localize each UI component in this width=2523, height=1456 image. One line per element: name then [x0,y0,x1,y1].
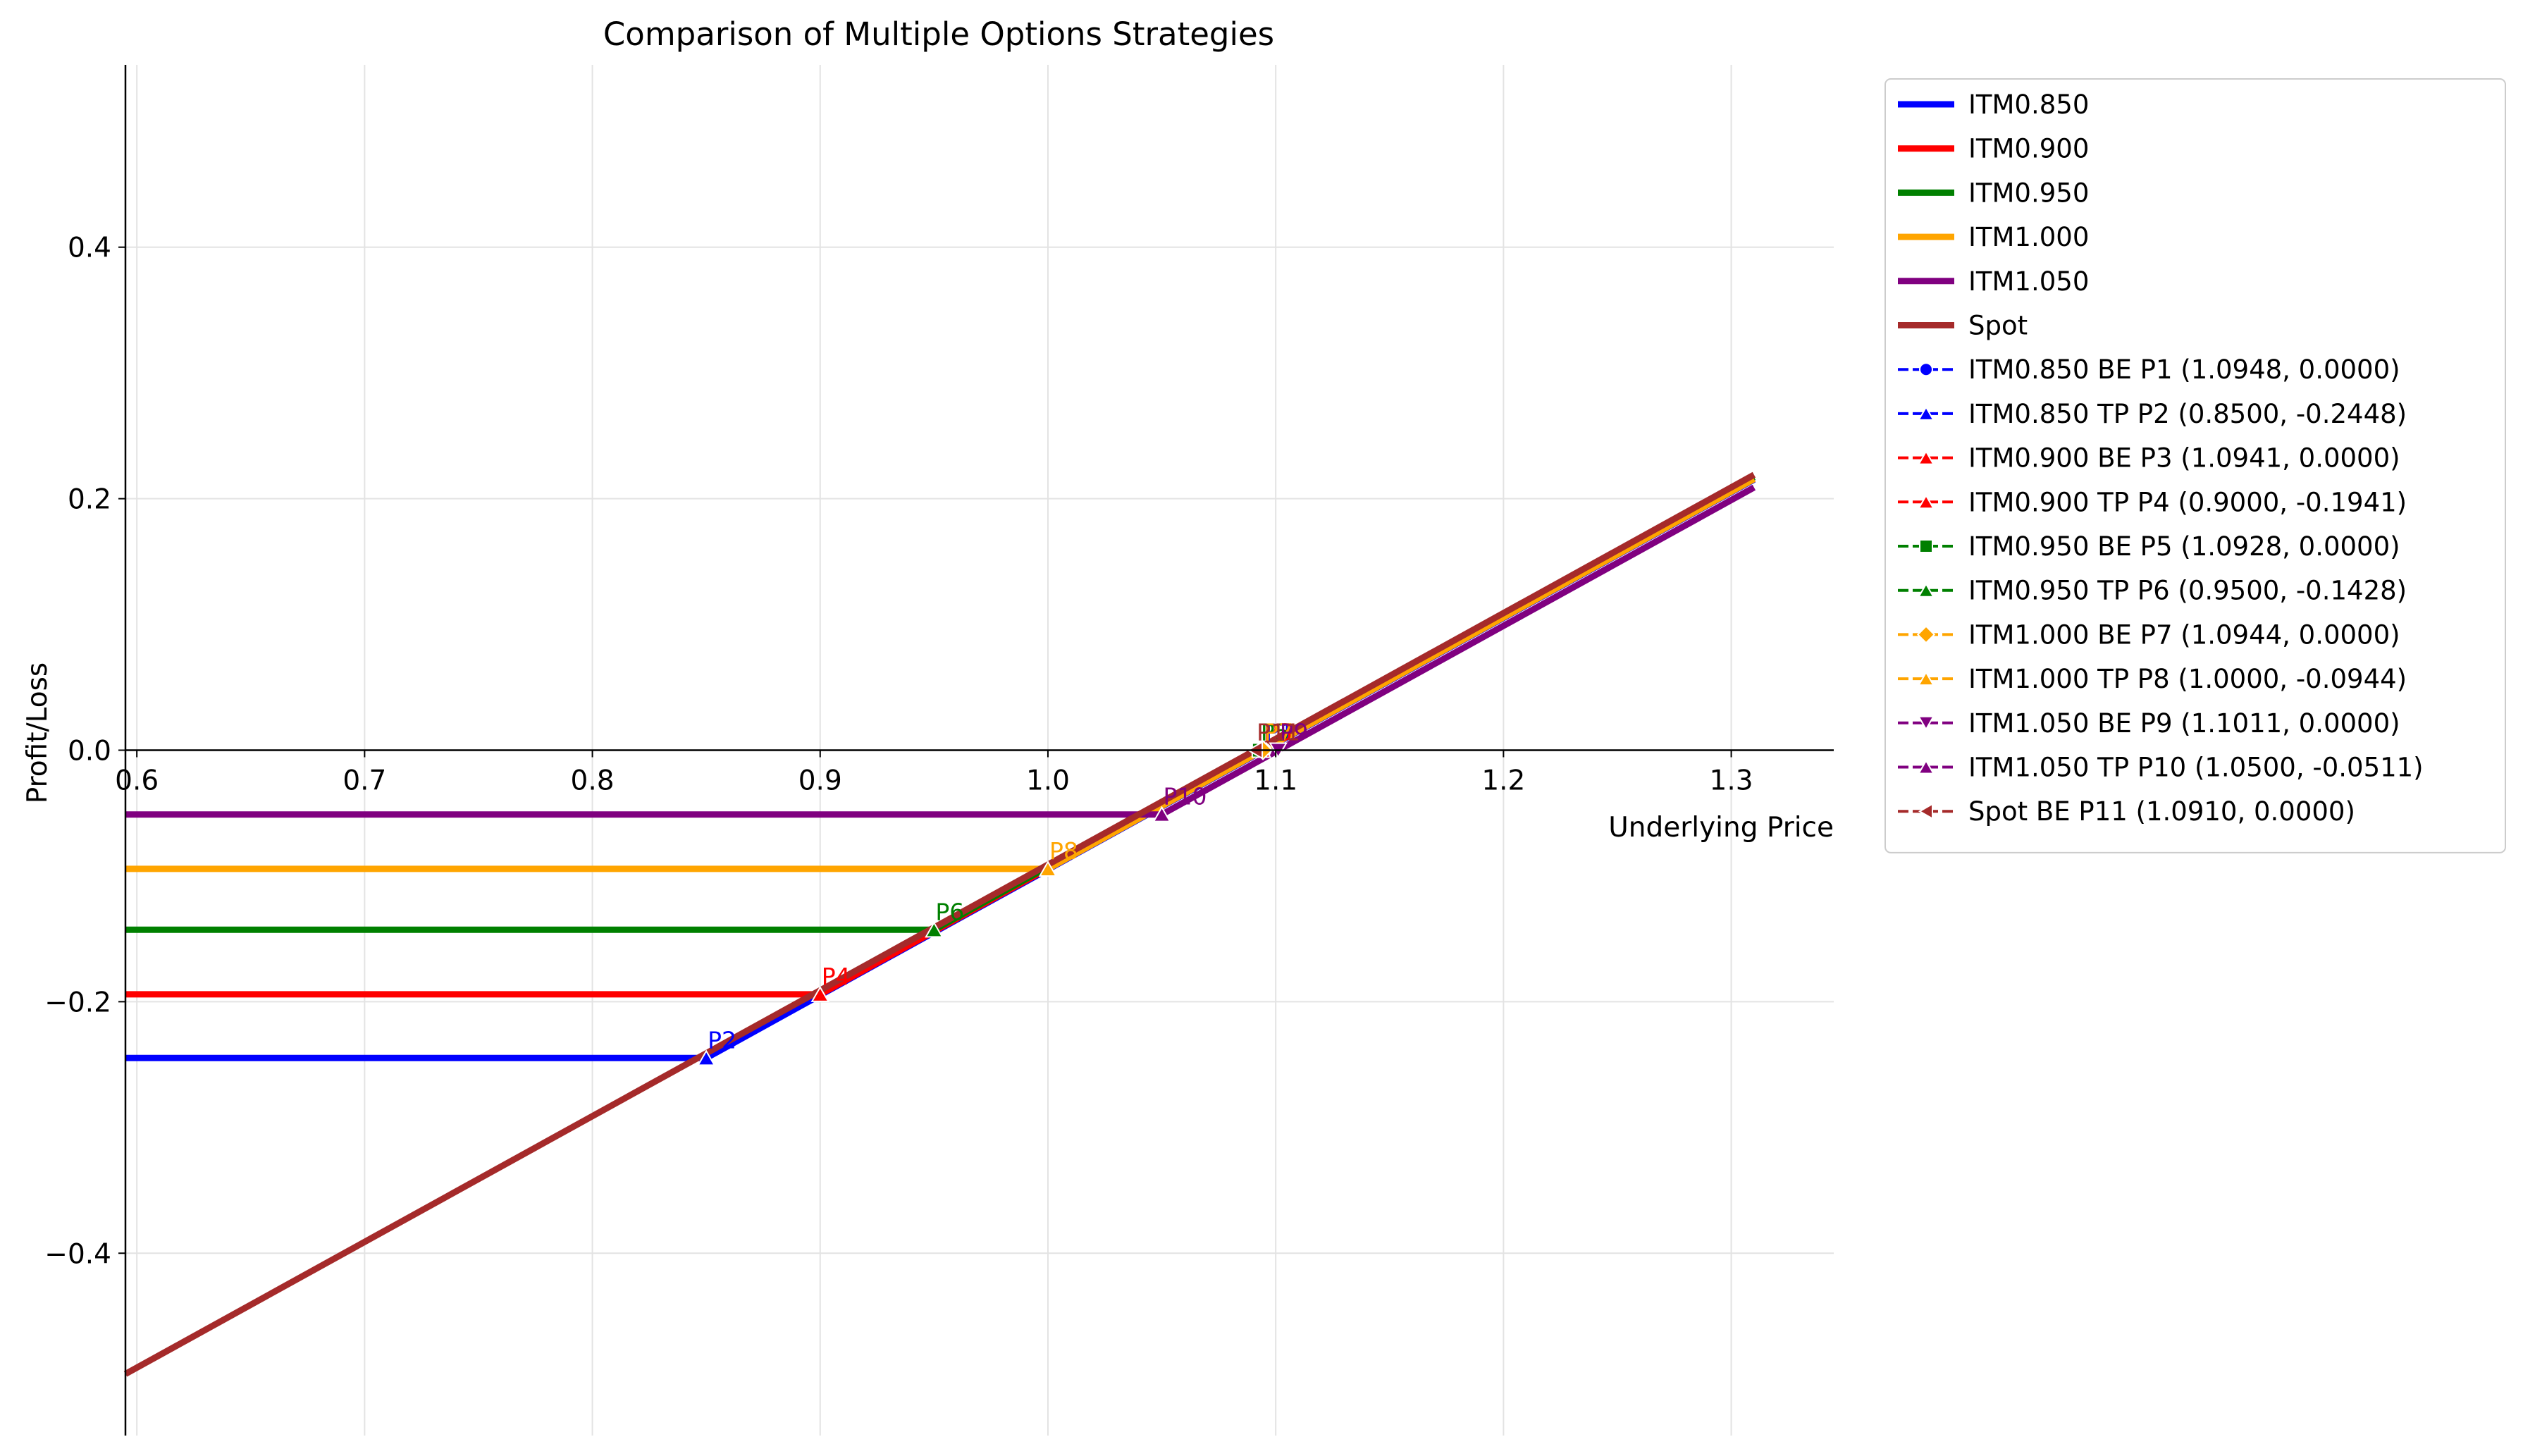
legend-entry-label: ITM0.950 BE P5 (1.0928, 0.0000) [1968,531,2400,562]
series-line [125,476,1756,872]
legend-marker [1916,625,1936,644]
point-label: P5 [1261,719,1290,746]
legend-marker [1918,803,1933,820]
point-label: P4 [822,963,851,990]
legend-entry-label: ITM1.050 BE P9 (1.1011, 0.0000) [1968,708,2400,739]
legend-entry-label: Spot BE P11 (1.0910, 0.0000) [1968,796,2355,827]
point-label: P2 [708,1026,736,1054]
legend-entry-label: ITM0.850 [1968,90,2089,120]
legend-marker [1917,405,1935,421]
y-axis-label: Profit/Loss [22,662,54,803]
x-tick-label: 1.0 [1026,765,1070,797]
y-tick-label: 0.4 [68,233,111,264]
point-label: P1 [1265,719,1294,746]
legend-marker [1919,539,1933,553]
legend-entry-label: ITM0.900 BE P3 (1.0941, 0.0000) [1968,443,2400,474]
legend-marker [1917,759,1935,775]
point-label: P10 [1164,783,1207,810]
legend-marker [1917,450,1935,465]
axes: 0.6 0.7 0.8 0.9 1.0 1.1 1.2 1.3 −0.4 −0.2 0.0 0.2 0.… [44,65,1834,1436]
legend-entry-label: ITM1.000 BE P7 (1.0944, 0.0000) [1968,619,2400,650]
legend-marker [1917,494,1935,510]
legend-entry-label: ITM0.900 TP P4 (0.9000, -0.1941) [1968,487,2407,517]
y-tick-label: 0.0 [68,736,111,767]
legend-marker [1917,715,1935,731]
point-label: P9 [1280,719,1309,746]
legend-entry-label: ITM0.900 [1968,134,2089,164]
x-tick-label: 0.6 [115,765,159,797]
x-axis-label: Underlying Price [1608,812,1834,844]
legend: ITM0.850 ITM0.900 ITM0.950 ITM1.000 ITM1.050… [1884,78,2506,853]
point-label: P6 [935,898,964,925]
series-line [123,471,1756,1377]
y-tick-label: −0.2 [44,987,111,1018]
point-label: P8 [1049,837,1078,865]
series-line [125,474,1756,933]
x-tick-label: 0.9 [798,765,842,797]
legend-entry-label: ITM0.950 TP P6 (0.9500, -0.1428) [1968,576,2407,606]
x-tick-label: 1.2 [1481,765,1525,797]
legend-marker [1919,362,1933,377]
legend-entry-label: ITM1.050 [1968,266,2089,297]
legend-entry-label: ITM1.000 TP P8 (1.0000, -0.0944) [1968,664,2407,694]
point-marker [1038,860,1058,877]
chart-title: Comparison of Multiple Options Strategie… [603,16,1274,53]
x-tick-label: 0.8 [571,765,615,797]
y-tick-label: 0.2 [68,484,111,516]
point-marker [810,985,829,1002]
point-markers: P1 P2 P3 P4 P5 P6 P7 P8 P9 P10 P11 [696,719,1309,1066]
legend-entry-label: ITM1.050 TP P10 (1.0500, -0.0511) [1968,753,2424,783]
point-label: P11 [1257,719,1300,746]
legend-entry-label: ITM0.850 BE P1 (1.0948, 0.0000) [1968,354,2400,385]
legend-entry-label: ITM1.000 [1968,222,2089,252]
legend-entry-label: ITM0.850 TP P2 (0.8500, -0.2448) [1968,399,2407,429]
x-tick-label: 1.3 [1710,765,1753,797]
point-label: P3 [1264,719,1293,746]
legend-marker [1917,582,1935,598]
y-tick-label: −0.4 [44,1238,111,1270]
x-tick-label: 1.1 [1254,765,1297,797]
legend-entry-label: Spot [1968,311,2028,341]
point-marker [696,1049,716,1066]
legend-entry-label: ITM0.950 [1968,178,2089,208]
legend-marker [1917,671,1935,686]
point-label: P7 [1264,719,1293,746]
point-marker [1152,806,1171,822]
point-marker [925,921,944,938]
legend-frame [1884,78,2506,853]
x-tick-label: 0.7 [343,765,386,797]
